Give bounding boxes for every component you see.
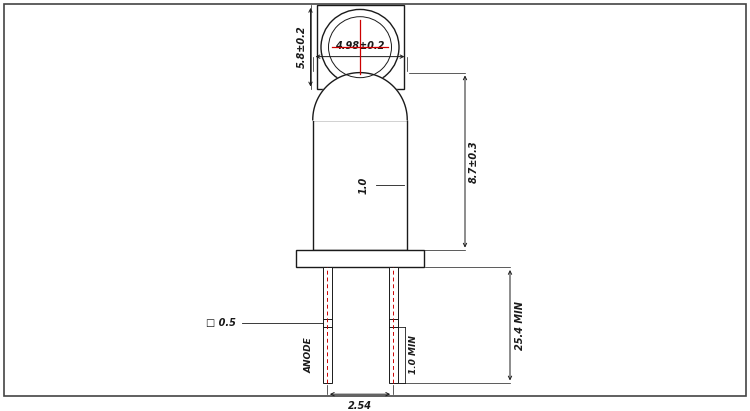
Bar <box>296 250 424 267</box>
Text: 5.8±0.2: 5.8±0.2 <box>296 26 307 69</box>
Text: 25.4 MIN: 25.4 MIN <box>514 301 525 350</box>
Bar <box>316 5 404 89</box>
Polygon shape <box>313 73 407 120</box>
Bar <box>322 267 332 383</box>
Text: 8.7±0.3: 8.7±0.3 <box>469 140 479 183</box>
Text: □ 0.5: □ 0.5 <box>206 318 236 328</box>
Text: 2.54: 2.54 <box>348 402 372 411</box>
Text: 1.0: 1.0 <box>358 176 369 194</box>
Bar <box>388 267 398 383</box>
Text: ANODE: ANODE <box>304 337 313 373</box>
Text: 1.0 MIN: 1.0 MIN <box>410 335 419 374</box>
Bar <box>313 120 407 250</box>
Circle shape <box>321 9 399 85</box>
Text: 4.98±0.2: 4.98±0.2 <box>335 41 385 51</box>
